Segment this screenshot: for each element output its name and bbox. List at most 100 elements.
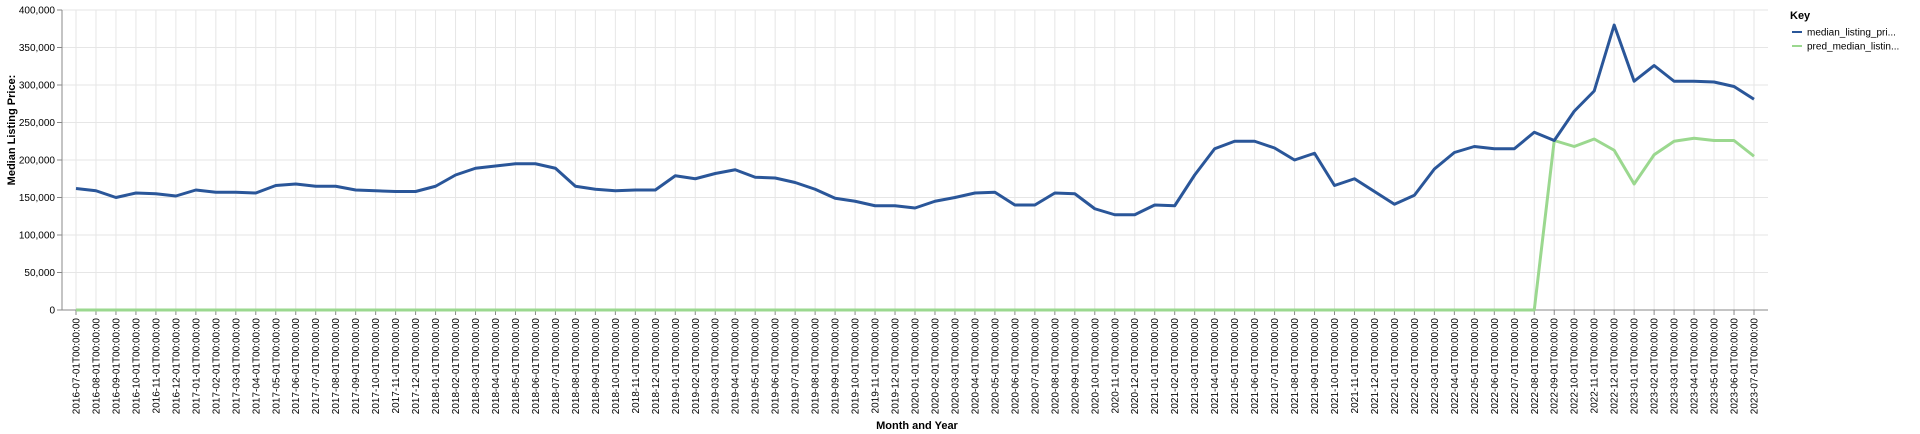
x-tick-label: 2018-05-01T00:00:00 <box>511 318 522 415</box>
x-tick-label: 2020-03-01T00:00:00 <box>950 318 961 415</box>
x-tick-label: 2018-11-01T00:00:00 <box>631 318 642 414</box>
x-tick-label: 2022-03-01T00:00:00 <box>1430 318 1441 415</box>
x-tick-label: 2019-03-01T00:00:00 <box>711 318 722 415</box>
y-axis: 0 50,000 100,000 150,000 200,000 250,000 300,0… <box>19 6 63 317</box>
series-line-1 <box>75 23 1755 217</box>
x-axis: 2016-07-01T00:00:00 2016-08-01T00:00:00 20… <box>62 309 1768 415</box>
x-tick-label: 2017-11-01T00:00:00 <box>391 318 402 414</box>
x-tick-label: 2021-11-01T00:00:00 <box>1350 318 1361 414</box>
x-tick-label: 2020-04-01T00:00:00 <box>970 318 981 415</box>
x-tick-label: 2022-10-01T00:00:00 <box>1570 318 1581 415</box>
y-tick-label: 100,000 <box>19 231 56 242</box>
x-tick-label: 2018-06-01T00:00:00 <box>531 318 542 415</box>
x-tick-label: 2019-06-01T00:00:00 <box>771 318 782 415</box>
x-tick-label: 2023-03-01T00:00:00 <box>1670 318 1681 415</box>
x-tick-label: 2018-07-01T00:00:00 <box>551 318 562 415</box>
x-tick-label: 2020-10-01T00:00:00 <box>1090 318 1101 415</box>
x-tick-label: 2021-05-01T00:00:00 <box>1230 318 1241 415</box>
x-tick-label: 2017-02-01T00:00:00 <box>211 318 222 415</box>
x-tick-label: 2023-04-01T00:00:00 <box>1690 318 1701 415</box>
x-tick-label: 2019-07-01T00:00:00 <box>791 318 802 415</box>
gridlines <box>62 9 1768 311</box>
x-tick-label: 2017-05-01T00:00:00 <box>271 318 282 415</box>
y-tick-label: 150,000 <box>19 193 56 204</box>
x-tick-label: 2017-08-01T00:00:00 <box>331 318 342 415</box>
y-tick-label: 0 <box>49 306 55 317</box>
y-tick-label: 300,000 <box>19 81 56 92</box>
x-tick-label: 2020-05-01T00:00:00 <box>990 318 1001 415</box>
x-tick-label: 2017-06-01T00:00:00 <box>291 318 302 415</box>
x-tick-label: 2016-12-01T00:00:00 <box>171 318 182 415</box>
x-tick-label: 2022-06-01T00:00:00 <box>1490 318 1501 415</box>
x-tick-label: 2018-04-01T00:00:00 <box>491 318 502 415</box>
y-tick-label: 250,000 <box>19 118 56 129</box>
x-tick-label: 2022-11-01T00:00:00 <box>1590 318 1601 414</box>
x-tick-label: 2019-04-01T00:00:00 <box>731 318 742 415</box>
x-tick-label: 2020-12-01T00:00:00 <box>1130 318 1141 415</box>
x-tick-label: 2020-07-01T00:00:00 <box>1030 318 1041 415</box>
x-tick-label: 2020-11-01T00:00:00 <box>1110 318 1121 414</box>
x-tick-label: 2022-01-01T00:00:00 <box>1390 318 1401 415</box>
legend: Key median_listing_pri... pred_median_lis… <box>1790 10 1899 53</box>
x-tick-label: 2022-12-01T00:00:00 <box>1610 318 1621 415</box>
x-tick-label: 2018-12-01T00:00:00 <box>651 318 662 415</box>
x-tick-label: 2022-07-01T00:00:00 <box>1510 318 1521 415</box>
x-tick-label: 2016-11-01T00:00:00 <box>151 318 162 414</box>
x-tick-label: 2019-01-01T00:00:00 <box>671 318 682 415</box>
x-tick-label: 2019-11-01T00:00:00 <box>871 318 882 414</box>
x-tick-label: 2018-02-01T00:00:00 <box>451 318 462 415</box>
x-tick-label: 2021-06-01T00:00:00 <box>1250 318 1261 415</box>
x-tick-label: 2022-09-01T00:00:00 <box>1550 318 1561 415</box>
series-lines <box>75 23 1755 312</box>
x-tick-label: 2020-01-01T00:00:00 <box>911 318 922 415</box>
y-tick-label: 350,000 <box>19 43 56 54</box>
x-tick-label: 2018-09-01T00:00:00 <box>591 318 602 415</box>
x-tick-label: 2017-07-01T00:00:00 <box>311 318 322 415</box>
x-tick-label: 2016-09-01T00:00:00 <box>111 318 122 415</box>
x-tick-label: 2019-02-01T00:00:00 <box>691 318 702 415</box>
x-tick-label: 2022-05-01T00:00:00 <box>1470 318 1481 415</box>
y-tick-label: 50,000 <box>24 268 55 279</box>
x-tick-label: 2023-05-01T00:00:00 <box>1710 318 1721 415</box>
y-axis-title: Median Listing Price: <box>6 75 18 186</box>
x-tick-label: 2021-08-01T00:00:00 <box>1290 318 1301 415</box>
x-tick-label: 2023-07-01T00:00:00 <box>1750 318 1761 415</box>
x-tick-label: 2020-08-01T00:00:00 <box>1050 318 1061 415</box>
legend-title: Key <box>1790 10 1811 22</box>
x-tick-label: 2021-04-01T00:00:00 <box>1210 318 1221 415</box>
x-tick-label: 2021-03-01T00:00:00 <box>1190 318 1201 415</box>
x-tick-label: 2016-10-01T00:00:00 <box>131 318 142 415</box>
x-tick-label: 2017-10-01T00:00:00 <box>371 318 382 415</box>
x-tick-label: 2022-08-01T00:00:00 <box>1530 318 1541 415</box>
x-tick-label: 2022-02-01T00:00:00 <box>1410 318 1421 415</box>
x-tick-label: 2021-07-01T00:00:00 <box>1270 318 1281 415</box>
x-tick-label: 2023-01-01T00:00:00 <box>1630 318 1641 415</box>
x-tick-label: 2023-02-01T00:00:00 <box>1650 318 1661 415</box>
x-tick-label: 2019-09-01T00:00:00 <box>831 318 842 415</box>
x-tick-label: 2020-06-01T00:00:00 <box>1010 318 1021 415</box>
x-tick-label: 2018-10-01T00:00:00 <box>611 318 622 415</box>
x-tick-label: 2017-04-01T00:00:00 <box>251 318 262 415</box>
x-tick-label: 2018-03-01T00:00:00 <box>471 318 482 415</box>
x-tick-label: 2018-08-01T00:00:00 <box>571 318 582 415</box>
y-tick-label: 200,000 <box>19 156 56 167</box>
x-tick-label: 2019-12-01T00:00:00 <box>891 318 902 415</box>
x-tick-label: 2021-12-01T00:00:00 <box>1370 318 1381 415</box>
series-line-2 <box>76 136 1755 312</box>
x-tick-label: 2016-08-01T00:00:00 <box>91 318 102 415</box>
x-tick-label: 2022-04-01T00:00:00 <box>1450 318 1461 415</box>
x-tick-label: 2019-05-01T00:00:00 <box>751 318 762 415</box>
x-tick-label: 2020-09-01T00:00:00 <box>1070 318 1081 415</box>
x-tick-label: 2016-07-01T00:00:00 <box>72 318 83 415</box>
x-tick-label: 2020-02-01T00:00:00 <box>930 318 941 415</box>
x-tick-label: 2023-06-01T00:00:00 <box>1730 318 1741 415</box>
y-tick-label: 400,000 <box>19 6 56 17</box>
legend-label: pred_median_listin... <box>1807 42 1899 53</box>
x-tick-label: 2021-09-01T00:00:00 <box>1310 318 1321 415</box>
legend-label: median_listing_pri... <box>1807 28 1896 39</box>
x-tick-label: 2018-01-01T00:00:00 <box>431 318 442 415</box>
x-tick-label: 2017-09-01T00:00:00 <box>351 318 362 415</box>
x-tick-label: 2021-01-01T00:00:00 <box>1150 318 1161 415</box>
x-tick-label: 2021-02-01T00:00:00 <box>1170 318 1181 415</box>
